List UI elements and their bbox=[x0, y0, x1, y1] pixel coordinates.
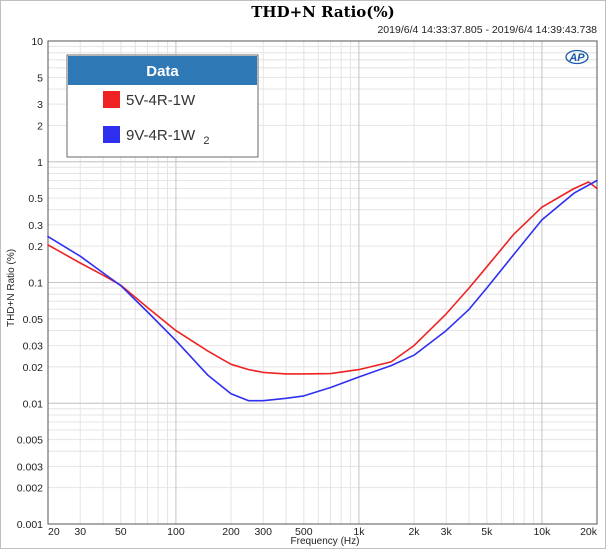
y-tick-label-15: 0.002 bbox=[17, 483, 43, 495]
plot-border bbox=[47, 40, 598, 525]
y-tick-label-0: 10 bbox=[31, 36, 43, 48]
y-tick-label-2: 3 bbox=[37, 99, 43, 111]
y-tick-label-12: 0.01 bbox=[23, 398, 44, 410]
y-tick-label-1: 5 bbox=[37, 72, 43, 84]
x-tick-label-7: 1k bbox=[353, 526, 365, 538]
legend-label-series-2-group: 9V-4R-1W 2 bbox=[126, 127, 209, 147]
y-tick-label-6: 0.3 bbox=[28, 220, 43, 232]
x-tick-label-12: 20k bbox=[580, 526, 598, 538]
y-tick-label-11: 0.02 bbox=[23, 362, 44, 374]
x-axis-label: Frequency (Hz) bbox=[291, 536, 360, 547]
legend: Data 5V-4R-1W 9V-4R-1W 2 bbox=[66, 54, 259, 158]
legend-title: Data bbox=[146, 63, 179, 80]
y-tick-label-16: 0.001 bbox=[17, 519, 43, 531]
y-tick-label-4: 1 bbox=[37, 157, 43, 169]
x-tick-label-9: 3k bbox=[441, 526, 453, 538]
y-tick-label-8: 0.1 bbox=[28, 278, 43, 290]
legend-label-series-2-suffix: 2 bbox=[203, 135, 209, 147]
y-axis-label: THD+N Ratio (%) bbox=[6, 249, 17, 327]
legend-label-series-1: 5V-4R-1W bbox=[126, 92, 196, 109]
y-tick-label-13: 0.005 bbox=[17, 435, 43, 447]
series-layer bbox=[47, 179, 598, 402]
y-tick-label-9: 0.05 bbox=[23, 314, 44, 326]
ap-logo-icon: AP bbox=[565, 49, 589, 65]
y-tick-label-14: 0.003 bbox=[17, 461, 43, 473]
x-tick-label-0: 20 bbox=[48, 526, 60, 538]
series-line-1 bbox=[47, 181, 598, 375]
y-tick-label-7: 0.2 bbox=[28, 241, 43, 253]
y-tick-labels: 10 5 3 2 1 0.5 0.3 0.2 0.1 0.05 0.03 0.02 0.01 0.005 0… bbox=[17, 36, 43, 531]
chart-title: THD+N Ratio(%) bbox=[251, 3, 394, 21]
legend-swatch-series-1 bbox=[103, 91, 120, 108]
x-tick-labels: 20 30 50 100 200 300 500 1k 2k 3k 5k 10k 20k bbox=[48, 526, 598, 538]
x-tick-label-3: 100 bbox=[167, 526, 185, 538]
x-tick-label-11: 10k bbox=[533, 526, 551, 538]
legend-header bbox=[68, 56, 257, 85]
legend-swatch-series-2 bbox=[103, 126, 120, 143]
x-tick-label-5: 300 bbox=[254, 526, 272, 538]
x-tick-label-4: 200 bbox=[222, 526, 240, 538]
y-tick-label-3: 2 bbox=[37, 120, 43, 132]
chart-subtitle: 2019/6/4 14:33:37.805 - 2019/6/4 14:39:4… bbox=[377, 24, 597, 36]
legend-item-series-2[interactable]: 9V-4R-1W 2 bbox=[103, 126, 209, 147]
y-tick-label-5: 0.5 bbox=[28, 193, 43, 205]
x-tick-label-2: 50 bbox=[115, 526, 127, 538]
x-tick-label-8: 2k bbox=[408, 526, 420, 538]
svg-text:AP: AP bbox=[568, 52, 585, 64]
y-tick-label-10: 0.03 bbox=[23, 341, 44, 353]
legend-item-series-1[interactable]: 5V-4R-1W bbox=[103, 91, 196, 109]
x-tick-label-1: 30 bbox=[74, 526, 86, 538]
series-line-2 bbox=[47, 179, 598, 402]
legend-label-series-2: 9V-4R-1W bbox=[126, 127, 196, 144]
x-tick-label-6: 500 bbox=[295, 526, 313, 538]
x-tick-label-10: 5k bbox=[481, 526, 493, 538]
